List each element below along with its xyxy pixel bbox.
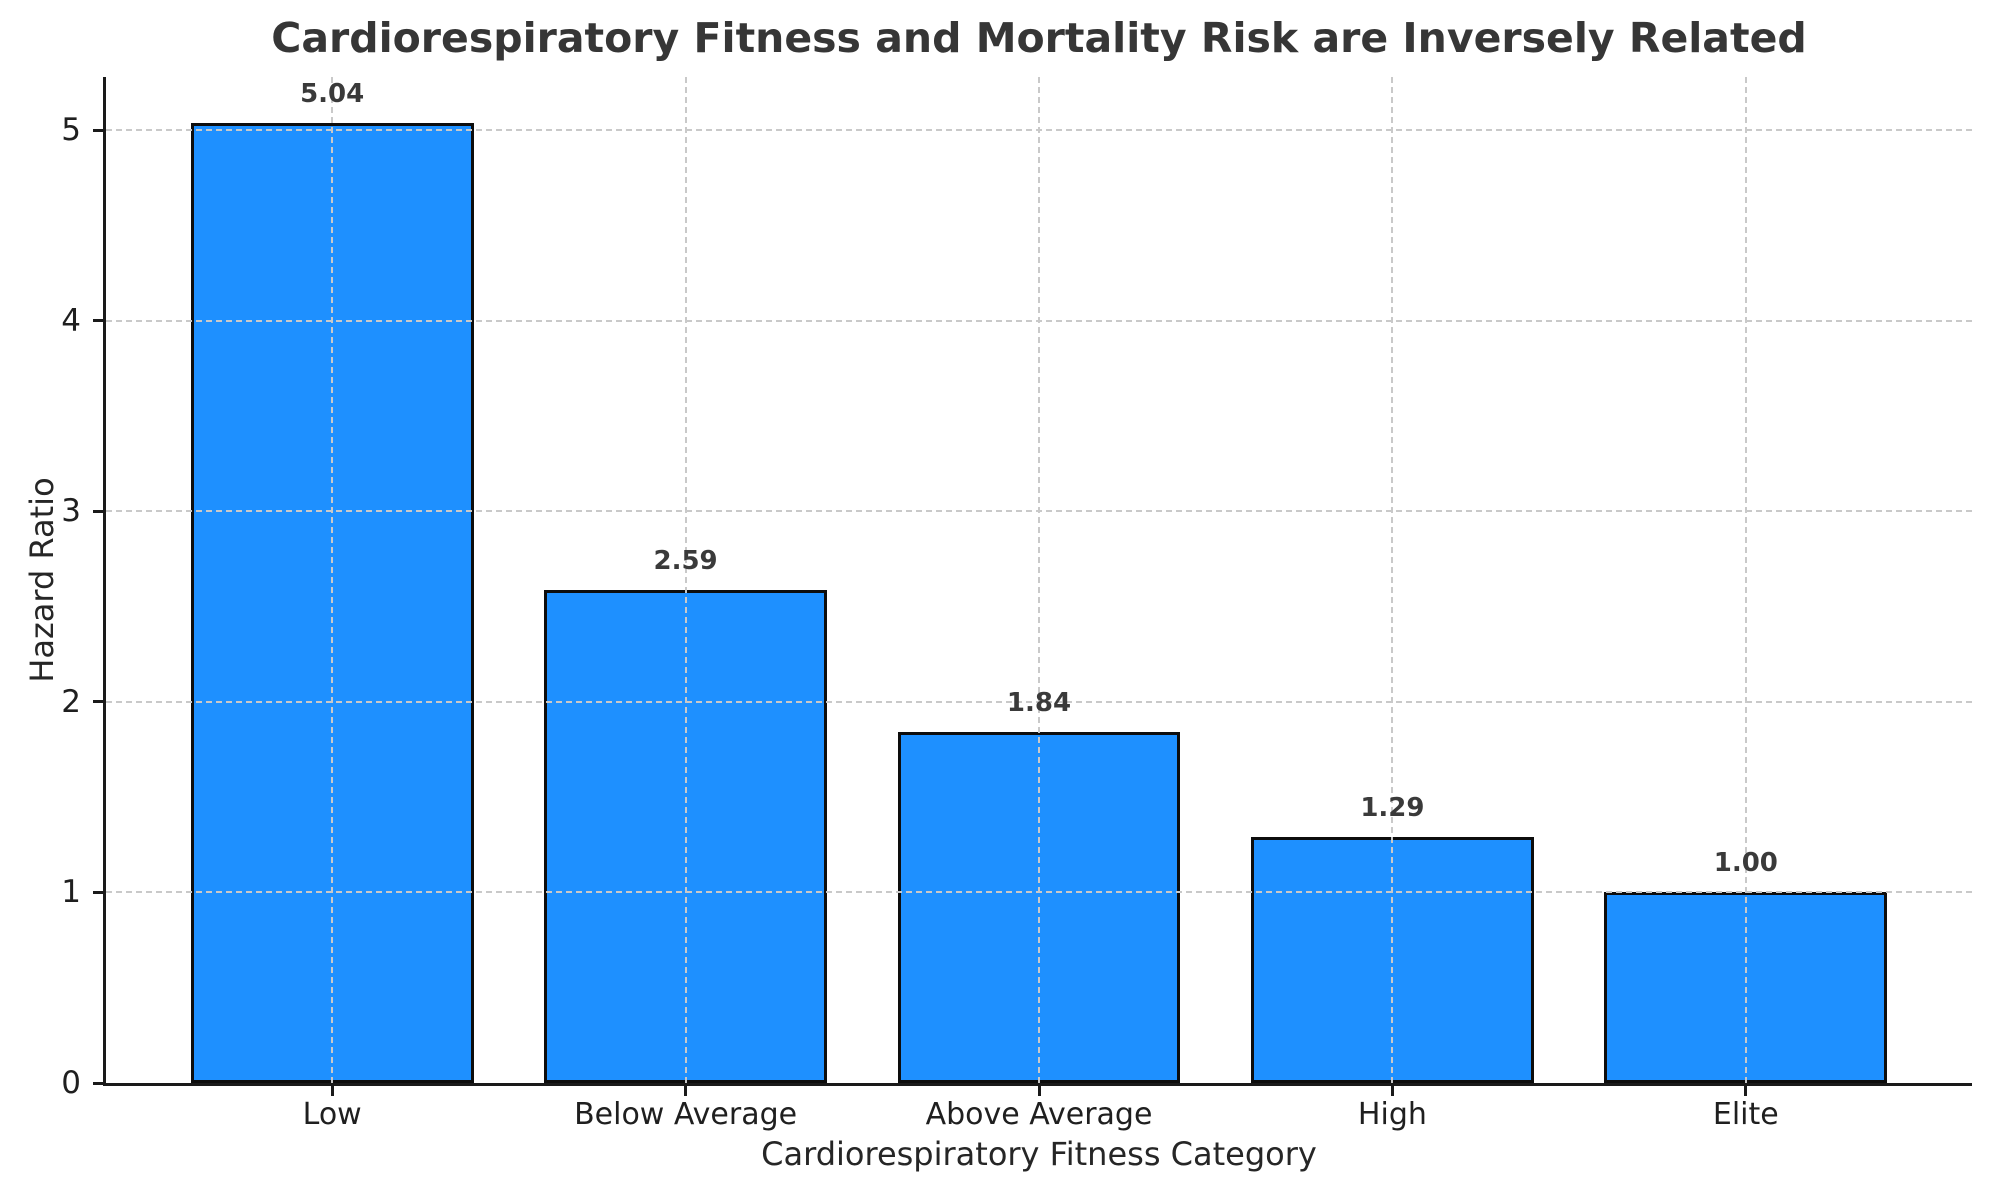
- x-tick-mark-low: [330, 1086, 334, 1096]
- y-tick-label-3: 3: [61, 493, 81, 530]
- bar-value-label-above-average: 1.84: [1006, 688, 1072, 719]
- x-tick-label-low: Low: [302, 1097, 362, 1132]
- gridline-v-elite: [1744, 77, 1747, 1083]
- bar-value-label-high: 1.29: [1360, 793, 1425, 824]
- x-axis-label: Cardiorespiratory Fitness Category: [761, 1135, 1317, 1173]
- y-tick-label-5: 5: [61, 112, 81, 149]
- y-tick-mark-5: [93, 128, 103, 132]
- x-tick-label-below-average: Below Average: [574, 1097, 798, 1132]
- gridline-v-above-average: [1038, 77, 1040, 1083]
- x-tick-mark-below-average: [684, 1086, 688, 1096]
- gridline-v-low: [331, 77, 334, 1083]
- x-tick-label-high: High: [1357, 1097, 1427, 1132]
- y-tick-label-4: 4: [61, 302, 81, 339]
- y-tick-label-2: 2: [61, 683, 81, 720]
- bar-value-label-below-average: 2.59: [653, 545, 718, 576]
- gridline-v-high: [1391, 77, 1394, 1083]
- bar-value-label-elite: 1.00: [1713, 848, 1778, 879]
- chart-title: Cardiorespiratory Fitness and Mortality …: [271, 14, 1807, 62]
- y-tick-mark-1: [93, 890, 103, 894]
- x-tick-label-elite: Elite: [1712, 1097, 1779, 1132]
- x-tick-mark-above-average: [1037, 1086, 1041, 1096]
- y-tick-label-1: 1: [61, 874, 81, 911]
- x-tick-label-above-average: Above Average: [925, 1097, 1153, 1132]
- gridline-v-below-average: [684, 77, 687, 1083]
- y-tick-mark-0: [93, 1081, 103, 1085]
- plot-area: 0 1 2 3 4 5 5.04 Low 2.59 Below Average 1.84 Above …: [61, 77, 1972, 1132]
- y-tick-label-0: 0: [61, 1065, 81, 1101]
- x-tick-mark-elite: [1744, 1086, 1748, 1096]
- bar-value-label-low: 5.04: [300, 78, 365, 109]
- y-tick-mark-3: [93, 509, 103, 513]
- y-tick-mark-2: [93, 700, 103, 704]
- y-tick-mark-4: [93, 319, 103, 323]
- y-axis-label: Hazard Ratio: [23, 477, 61, 683]
- x-tick-mark-high: [1390, 1086, 1394, 1096]
